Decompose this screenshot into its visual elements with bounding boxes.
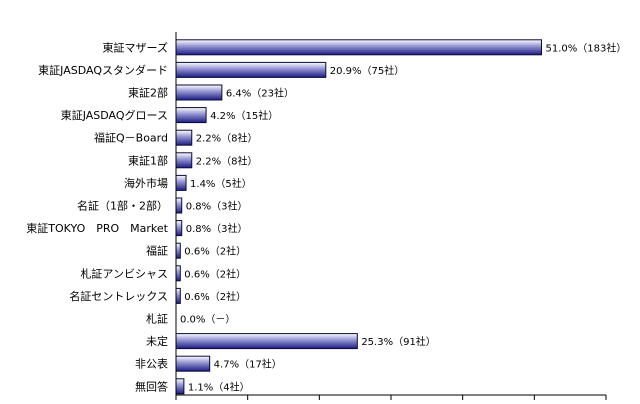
bar — [175, 152, 193, 169]
bar — [175, 61, 327, 78]
data-label: 0.6%（2社） — [184, 290, 246, 303]
bar — [175, 287, 181, 304]
bar — [175, 84, 223, 101]
category-label: 非公表 — [135, 357, 168, 371]
data-label: 4.7%（17社） — [214, 358, 282, 371]
category-label: 東証1部 — [128, 153, 168, 167]
data-label: 0.8%（3社） — [186, 200, 248, 213]
data-label: 0.8%（3社） — [186, 222, 248, 235]
category-label: 東証マザーズ — [103, 40, 168, 54]
category-label: 海外市場 — [124, 176, 168, 190]
data-label: 0.6%（2社） — [184, 267, 246, 280]
bar — [175, 378, 185, 395]
bar — [175, 197, 183, 214]
category-label: 未定 — [146, 334, 168, 348]
category-label: 東証TOKYO PRO Market — [26, 222, 168, 235]
data-label: 6.4%（23社） — [226, 87, 294, 100]
data-label: 0.6%（2社） — [184, 245, 246, 258]
bar — [175, 174, 187, 191]
bar — [175, 333, 358, 350]
category-label: 札証アンビシャス — [80, 267, 168, 280]
data-label: 1.4%（5社） — [190, 177, 252, 190]
category-label: 名証セントレックス — [69, 289, 168, 303]
bar — [175, 355, 211, 372]
bar — [175, 265, 181, 282]
bars-layer — [175, 39, 542, 395]
bar — [175, 39, 542, 56]
data-label: 4.2%（15社） — [210, 109, 278, 122]
category-label: 名証（1部・2部） — [77, 199, 168, 213]
bar — [175, 129, 193, 146]
data-label: 0.0%（－） — [180, 314, 235, 326]
data-label: 1.1%（4社） — [188, 380, 250, 393]
category-label: 札証 — [146, 313, 168, 326]
category-label: 東証JASDAQグロース — [61, 108, 168, 122]
bar — [175, 107, 207, 124]
category-label: 福証 — [146, 244, 168, 258]
category-label: 福証Q－Board — [94, 131, 168, 145]
category-label: 無回答 — [135, 379, 168, 393]
data-label: 20.9%（75社） — [330, 64, 405, 77]
category-label: 東証JASDAQスタンダード — [38, 63, 168, 77]
axis-layer — [175, 32, 607, 400]
bar — [175, 242, 181, 259]
data-label: 2.2%（8社） — [196, 132, 258, 145]
category-label: 東証2部 — [128, 86, 168, 100]
data-label: 25.3%（91社） — [361, 335, 436, 348]
data-label: 2.2%（8社） — [196, 154, 258, 167]
data-label: 51.0%（183社） — [546, 41, 627, 54]
labels-layer: 東証マザーズ 51.0%（183社） 東証JASDAQスタンダード 20.9%（75社… — [26, 40, 626, 393]
bar — [175, 220, 183, 237]
